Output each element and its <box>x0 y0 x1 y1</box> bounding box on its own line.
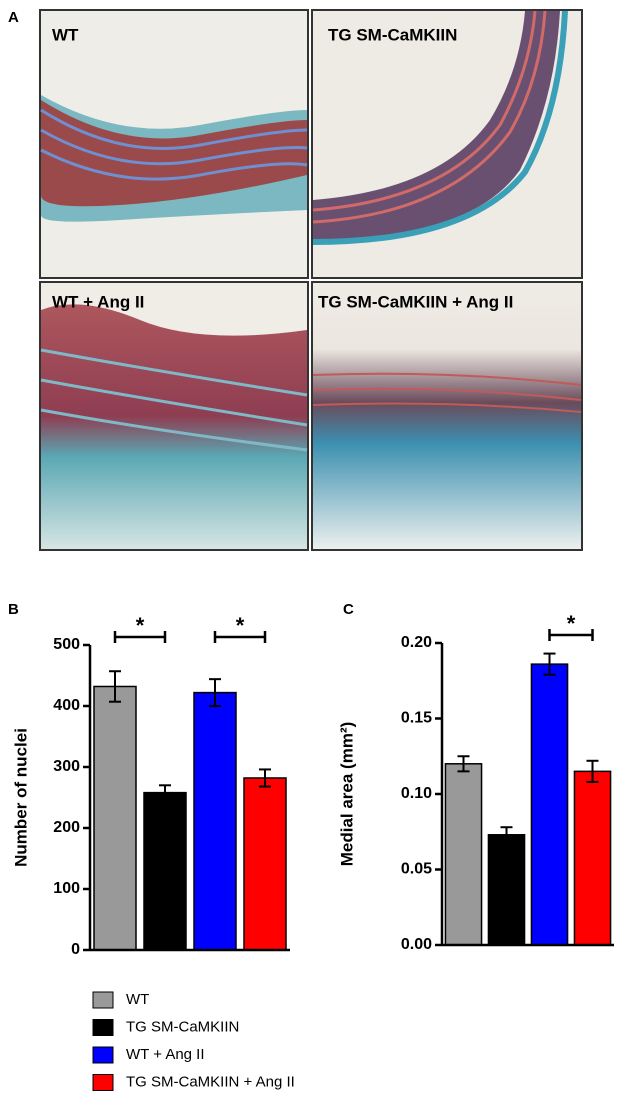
image-label: TG SM-CaMKIIN + Ang II <box>318 292 513 311</box>
legend-swatch <box>92 1046 114 1064</box>
bar <box>143 791 187 951</box>
bar <box>573 770 612 946</box>
image-label: TG SM-CaMKIIN <box>328 25 457 44</box>
micrograph <box>311 281 583 551</box>
y-tick-label: 0.20 <box>401 634 432 651</box>
panel-label: A <box>8 9 19 26</box>
y-tick-label: 0.05 <box>401 861 432 878</box>
y-tick-label: 0.10 <box>401 785 432 802</box>
y-tick-label: 400 <box>53 697 80 714</box>
y-tick-label: 500 <box>53 636 80 653</box>
y-tick-label: 300 <box>53 758 80 775</box>
y-tick-label: 0.00 <box>401 936 432 953</box>
legend-swatch <box>92 1074 114 1091</box>
panel-label: B <box>8 601 19 618</box>
y-tick-label: 200 <box>53 819 80 836</box>
y-tick-label: 0.15 <box>401 710 432 727</box>
significance-label: * <box>136 613 145 638</box>
panel-label: C <box>343 601 354 618</box>
bar <box>93 685 137 951</box>
significance-label: * <box>236 613 245 638</box>
legend-label: WT <box>126 991 149 1008</box>
y-axis-label: Medial area (mm²) <box>337 722 356 867</box>
legend-label: WT + Ang II <box>126 1046 205 1063</box>
bar <box>243 777 287 951</box>
legend-label: TG SM-CaMKIIN <box>126 1018 239 1035</box>
y-axis-label: Number of nuclei <box>11 728 30 867</box>
micrograph <box>39 281 309 551</box>
micrograph <box>311 9 583 279</box>
y-tick-label: 0 <box>71 941 80 958</box>
bar <box>444 763 483 946</box>
bar <box>193 691 237 951</box>
image-label: WT + Ang II <box>52 292 144 311</box>
micrograph <box>39 9 309 279</box>
y-tick-label: 100 <box>53 880 80 897</box>
legend-label: TG SM-CaMKIIN + Ang II <box>126 1073 295 1090</box>
significance-label: * <box>567 611 576 636</box>
image-label: WT <box>52 25 79 44</box>
bar <box>487 834 526 946</box>
bar <box>530 663 569 946</box>
legend-swatch <box>92 1019 114 1036</box>
legend-swatch <box>92 991 114 1009</box>
